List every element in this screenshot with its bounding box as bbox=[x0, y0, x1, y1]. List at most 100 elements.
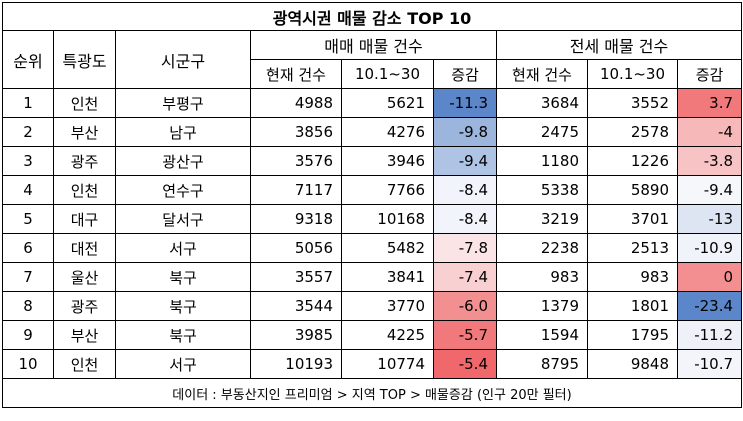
header-rank: 순위 bbox=[2, 30, 54, 89]
table-row: 6 대전 서구 5056 5482 -7.8 2238 2513 -10.9 bbox=[2, 233, 743, 263]
cell-jeonse-current: 8795 bbox=[496, 349, 588, 379]
cell-jeonse-change: -10.9 bbox=[676, 233, 743, 263]
cell-jeonse-change: 0 bbox=[676, 262, 743, 292]
cell-district: 북구 bbox=[115, 262, 251, 292]
cell-metro: 인천 bbox=[53, 88, 116, 118]
cell-rank: 7 bbox=[2, 262, 54, 292]
cell-sale-change: -6.0 bbox=[433, 291, 497, 321]
cell-jeonse-current: 983 bbox=[496, 262, 588, 292]
cell-district: 연수구 bbox=[115, 175, 251, 205]
cell-district: 부평구 bbox=[115, 88, 251, 118]
cell-jeonse-change: -11.2 bbox=[676, 320, 743, 350]
cell-jeonse-period: 1226 bbox=[587, 146, 678, 176]
cell-jeonse-change: -4 bbox=[676, 117, 743, 147]
cell-sale-change: -11.3 bbox=[433, 88, 497, 118]
header-sale-period: 10.1~30 bbox=[341, 59, 434, 89]
cell-jeonse-current: 1379 bbox=[496, 291, 588, 321]
header-sale-change: 증감 bbox=[433, 59, 497, 89]
table-row: 10 인천 서구 10193 10774 -5.4 8795 9848 -10.7 bbox=[2, 349, 743, 379]
source-footer: 데이터 : 부동산지인 프리미엄 > 지역 TOP > 매물증감 (인구 20만… bbox=[1, 378, 743, 408]
header-jeonse-current: 현재 건수 bbox=[496, 59, 588, 89]
header-jeonse-period: 10.1~30 bbox=[587, 59, 678, 89]
cell-sale-period: 5482 bbox=[341, 233, 434, 263]
cell-jeonse-change: -3.8 bbox=[676, 146, 743, 176]
cell-jeonse-current: 3219 bbox=[496, 204, 588, 234]
cell-metro: 부산 bbox=[53, 117, 116, 147]
cell-sale-current: 3544 bbox=[250, 291, 342, 321]
cell-metro: 인천 bbox=[53, 349, 116, 379]
cell-sale-current: 10193 bbox=[250, 349, 342, 379]
table-row: 8 광주 북구 3544 3770 -6.0 1379 1801 -23.4 bbox=[2, 291, 743, 321]
header-metro: 특광도 bbox=[53, 30, 116, 89]
cell-jeonse-period: 3552 bbox=[587, 88, 678, 118]
cell-jeonse-current: 1180 bbox=[496, 146, 588, 176]
data-table: 광역시권 매물 감소 TOP 10 순위 특광도 시군구 매매 매물 건수 전세… bbox=[1, 2, 743, 408]
cell-jeonse-period: 1801 bbox=[587, 291, 678, 321]
cell-jeonse-current: 1594 bbox=[496, 320, 588, 350]
cell-rank: 2 bbox=[2, 117, 54, 147]
cell-rank: 10 bbox=[2, 349, 54, 379]
cell-district: 북구 bbox=[115, 320, 251, 350]
table-row: 4 인천 연수구 7117 7766 -8.4 5338 5890 -9.4 bbox=[2, 175, 743, 205]
table-row: 5 대구 달서구 9318 10168 -8.4 3219 3701 -13 bbox=[2, 204, 743, 234]
cell-sale-period: 10168 bbox=[341, 204, 434, 234]
cell-metro: 울산 bbox=[53, 262, 116, 292]
cell-district: 서구 bbox=[115, 349, 251, 379]
cell-sale-current: 5056 bbox=[250, 233, 342, 263]
table-row: 7 울산 북구 3557 3841 -7.4 983 983 0 bbox=[2, 262, 743, 292]
cell-rank: 1 bbox=[2, 88, 54, 118]
cell-jeonse-current: 3684 bbox=[496, 88, 588, 118]
cell-jeonse-period: 9848 bbox=[587, 349, 678, 379]
cell-jeonse-period: 2513 bbox=[587, 233, 678, 263]
cell-jeonse-period: 3701 bbox=[587, 204, 678, 234]
cell-district: 서구 bbox=[115, 233, 251, 263]
cell-metro: 부산 bbox=[53, 320, 116, 350]
cell-sale-current: 9318 bbox=[250, 204, 342, 234]
table-row: 3 광주 광산구 3576 3946 -9.4 1180 1226 -3.8 bbox=[2, 146, 743, 176]
cell-sale-period: 3770 bbox=[341, 291, 434, 321]
header-sale-current: 현재 건수 bbox=[250, 59, 342, 89]
table-title: 광역시권 매물 감소 TOP 10 bbox=[1, 2, 743, 31]
header-district: 시군구 bbox=[115, 30, 251, 89]
cell-jeonse-change: 3.7 bbox=[676, 88, 743, 118]
cell-sale-change: -5.7 bbox=[433, 320, 497, 350]
cell-jeonse-change: -10.7 bbox=[676, 349, 743, 379]
table-row: 2 부산 남구 3856 4276 -9.8 2475 2578 -4 bbox=[2, 117, 743, 147]
cell-rank: 5 bbox=[2, 204, 54, 234]
cell-jeonse-current: 2475 bbox=[496, 117, 588, 147]
cell-jeonse-period: 2578 bbox=[587, 117, 678, 147]
cell-metro: 대전 bbox=[53, 233, 116, 263]
cell-jeonse-current: 2238 bbox=[496, 233, 588, 263]
cell-metro: 광주 bbox=[53, 291, 116, 321]
cell-jeonse-period: 5890 bbox=[587, 175, 678, 205]
cell-sale-change: -9.8 bbox=[433, 117, 497, 147]
cell-district: 남구 bbox=[115, 117, 251, 147]
cell-sale-current: 3856 bbox=[250, 117, 342, 147]
table-row: 9 부산 북구 3985 4225 -5.7 1594 1795 -11.2 bbox=[2, 320, 743, 350]
cell-sale-period: 5621 bbox=[341, 88, 434, 118]
cell-jeonse-change: -9.4 bbox=[676, 175, 743, 205]
cell-rank: 4 bbox=[2, 175, 54, 205]
cell-jeonse-change: -23.4 bbox=[676, 291, 743, 321]
cell-sale-period: 3946 bbox=[341, 146, 434, 176]
cell-sale-change: -7.8 bbox=[433, 233, 497, 263]
cell-rank: 6 bbox=[2, 233, 54, 263]
cell-sale-change: -8.4 bbox=[433, 175, 497, 205]
cell-jeonse-current: 5338 bbox=[496, 175, 588, 205]
cell-sale-current: 3576 bbox=[250, 146, 342, 176]
cell-sale-change: -7.4 bbox=[433, 262, 497, 292]
cell-rank: 9 bbox=[2, 320, 54, 350]
cell-rank: 3 bbox=[2, 146, 54, 176]
cell-rank: 8 bbox=[2, 291, 54, 321]
cell-jeonse-period: 983 bbox=[587, 262, 678, 292]
cell-sale-current: 4988 bbox=[250, 88, 342, 118]
cell-metro: 인천 bbox=[53, 175, 116, 205]
cell-sale-period: 7766 bbox=[341, 175, 434, 205]
cell-metro: 광주 bbox=[53, 146, 116, 176]
cell-sale-current: 3557 bbox=[250, 262, 342, 292]
cell-district: 광산구 bbox=[115, 146, 251, 176]
cell-sale-period: 3841 bbox=[341, 262, 434, 292]
header-jeonse-group: 전세 매물 건수 bbox=[495, 30, 743, 60]
cell-district: 북구 bbox=[115, 291, 251, 321]
cell-metro: 대구 bbox=[53, 204, 116, 234]
